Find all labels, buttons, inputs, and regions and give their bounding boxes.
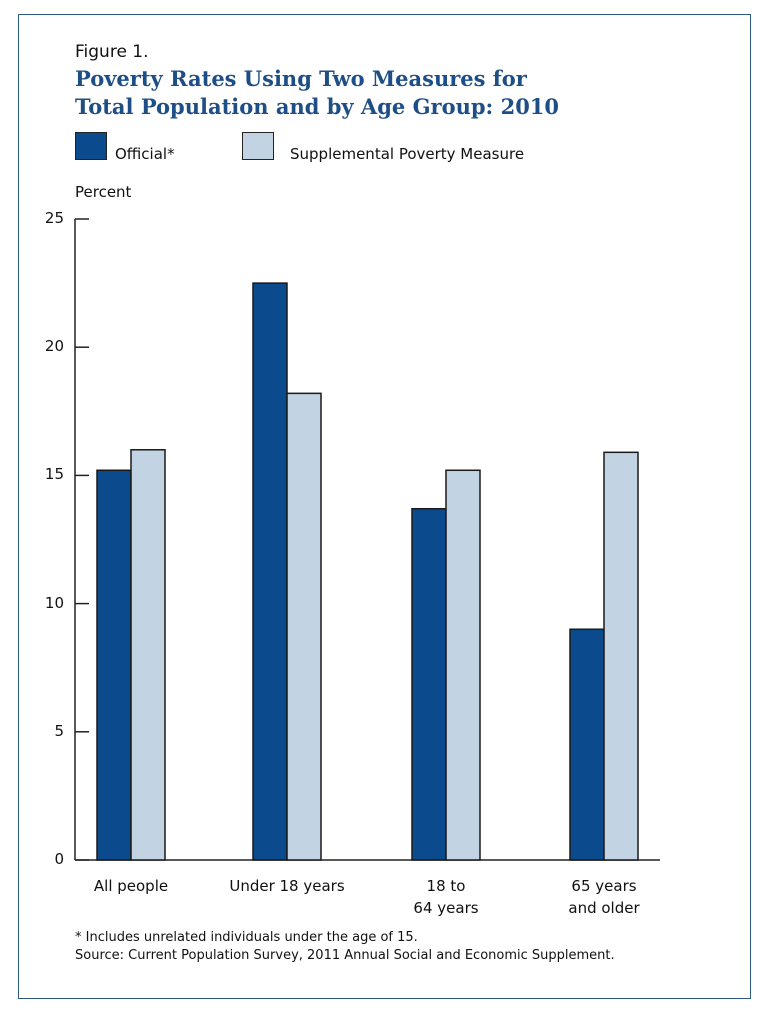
x-category-label: 18 to — [426, 877, 466, 895]
chart-title-line-2: Total Population and by Age Group: 2010 — [75, 94, 560, 119]
y-tick-label: 10 — [44, 593, 64, 612]
y-tick-label: 15 — [44, 465, 64, 484]
figure-label: Figure 1. — [75, 42, 149, 62]
bar-official — [569, 628, 605, 861]
y-tick-label: 25 — [44, 209, 64, 227]
bar-official — [96, 469, 132, 861]
y-axis-label: Percent — [75, 183, 132, 201]
x-category-label: 64 years — [413, 899, 479, 917]
y-tick-label: 20 — [44, 337, 64, 356]
x-category-label: and older — [568, 899, 640, 917]
x-category-label: All people — [93, 877, 169, 895]
y-tick-label: 0 — [54, 850, 64, 868]
legend-label-official: Official* — [115, 145, 175, 163]
bar-spm — [445, 469, 481, 861]
x-category-label: 65 years — [571, 877, 637, 895]
bar-official — [411, 507, 447, 861]
chart-title-line-1: Poverty Rates Using Two Measures for — [75, 66, 527, 91]
bar-spm — [286, 392, 322, 861]
x-category-label: Under 18 years — [229, 877, 345, 895]
y-tick-label: 5 — [54, 721, 64, 740]
bar-spm — [603, 451, 639, 861]
figure-frame — [18, 14, 751, 999]
footnote: * Includes unrelated individuals under t… — [75, 930, 418, 945]
bar-official — [252, 282, 288, 861]
bar-spm — [130, 449, 166, 861]
legend-swatch-official — [75, 132, 107, 160]
legend-swatch-spm — [242, 132, 274, 160]
legend-label-spm: Supplemental Poverty Measure — [290, 145, 525, 163]
source-note: Source: Current Population Survey, 2011 … — [75, 948, 615, 963]
